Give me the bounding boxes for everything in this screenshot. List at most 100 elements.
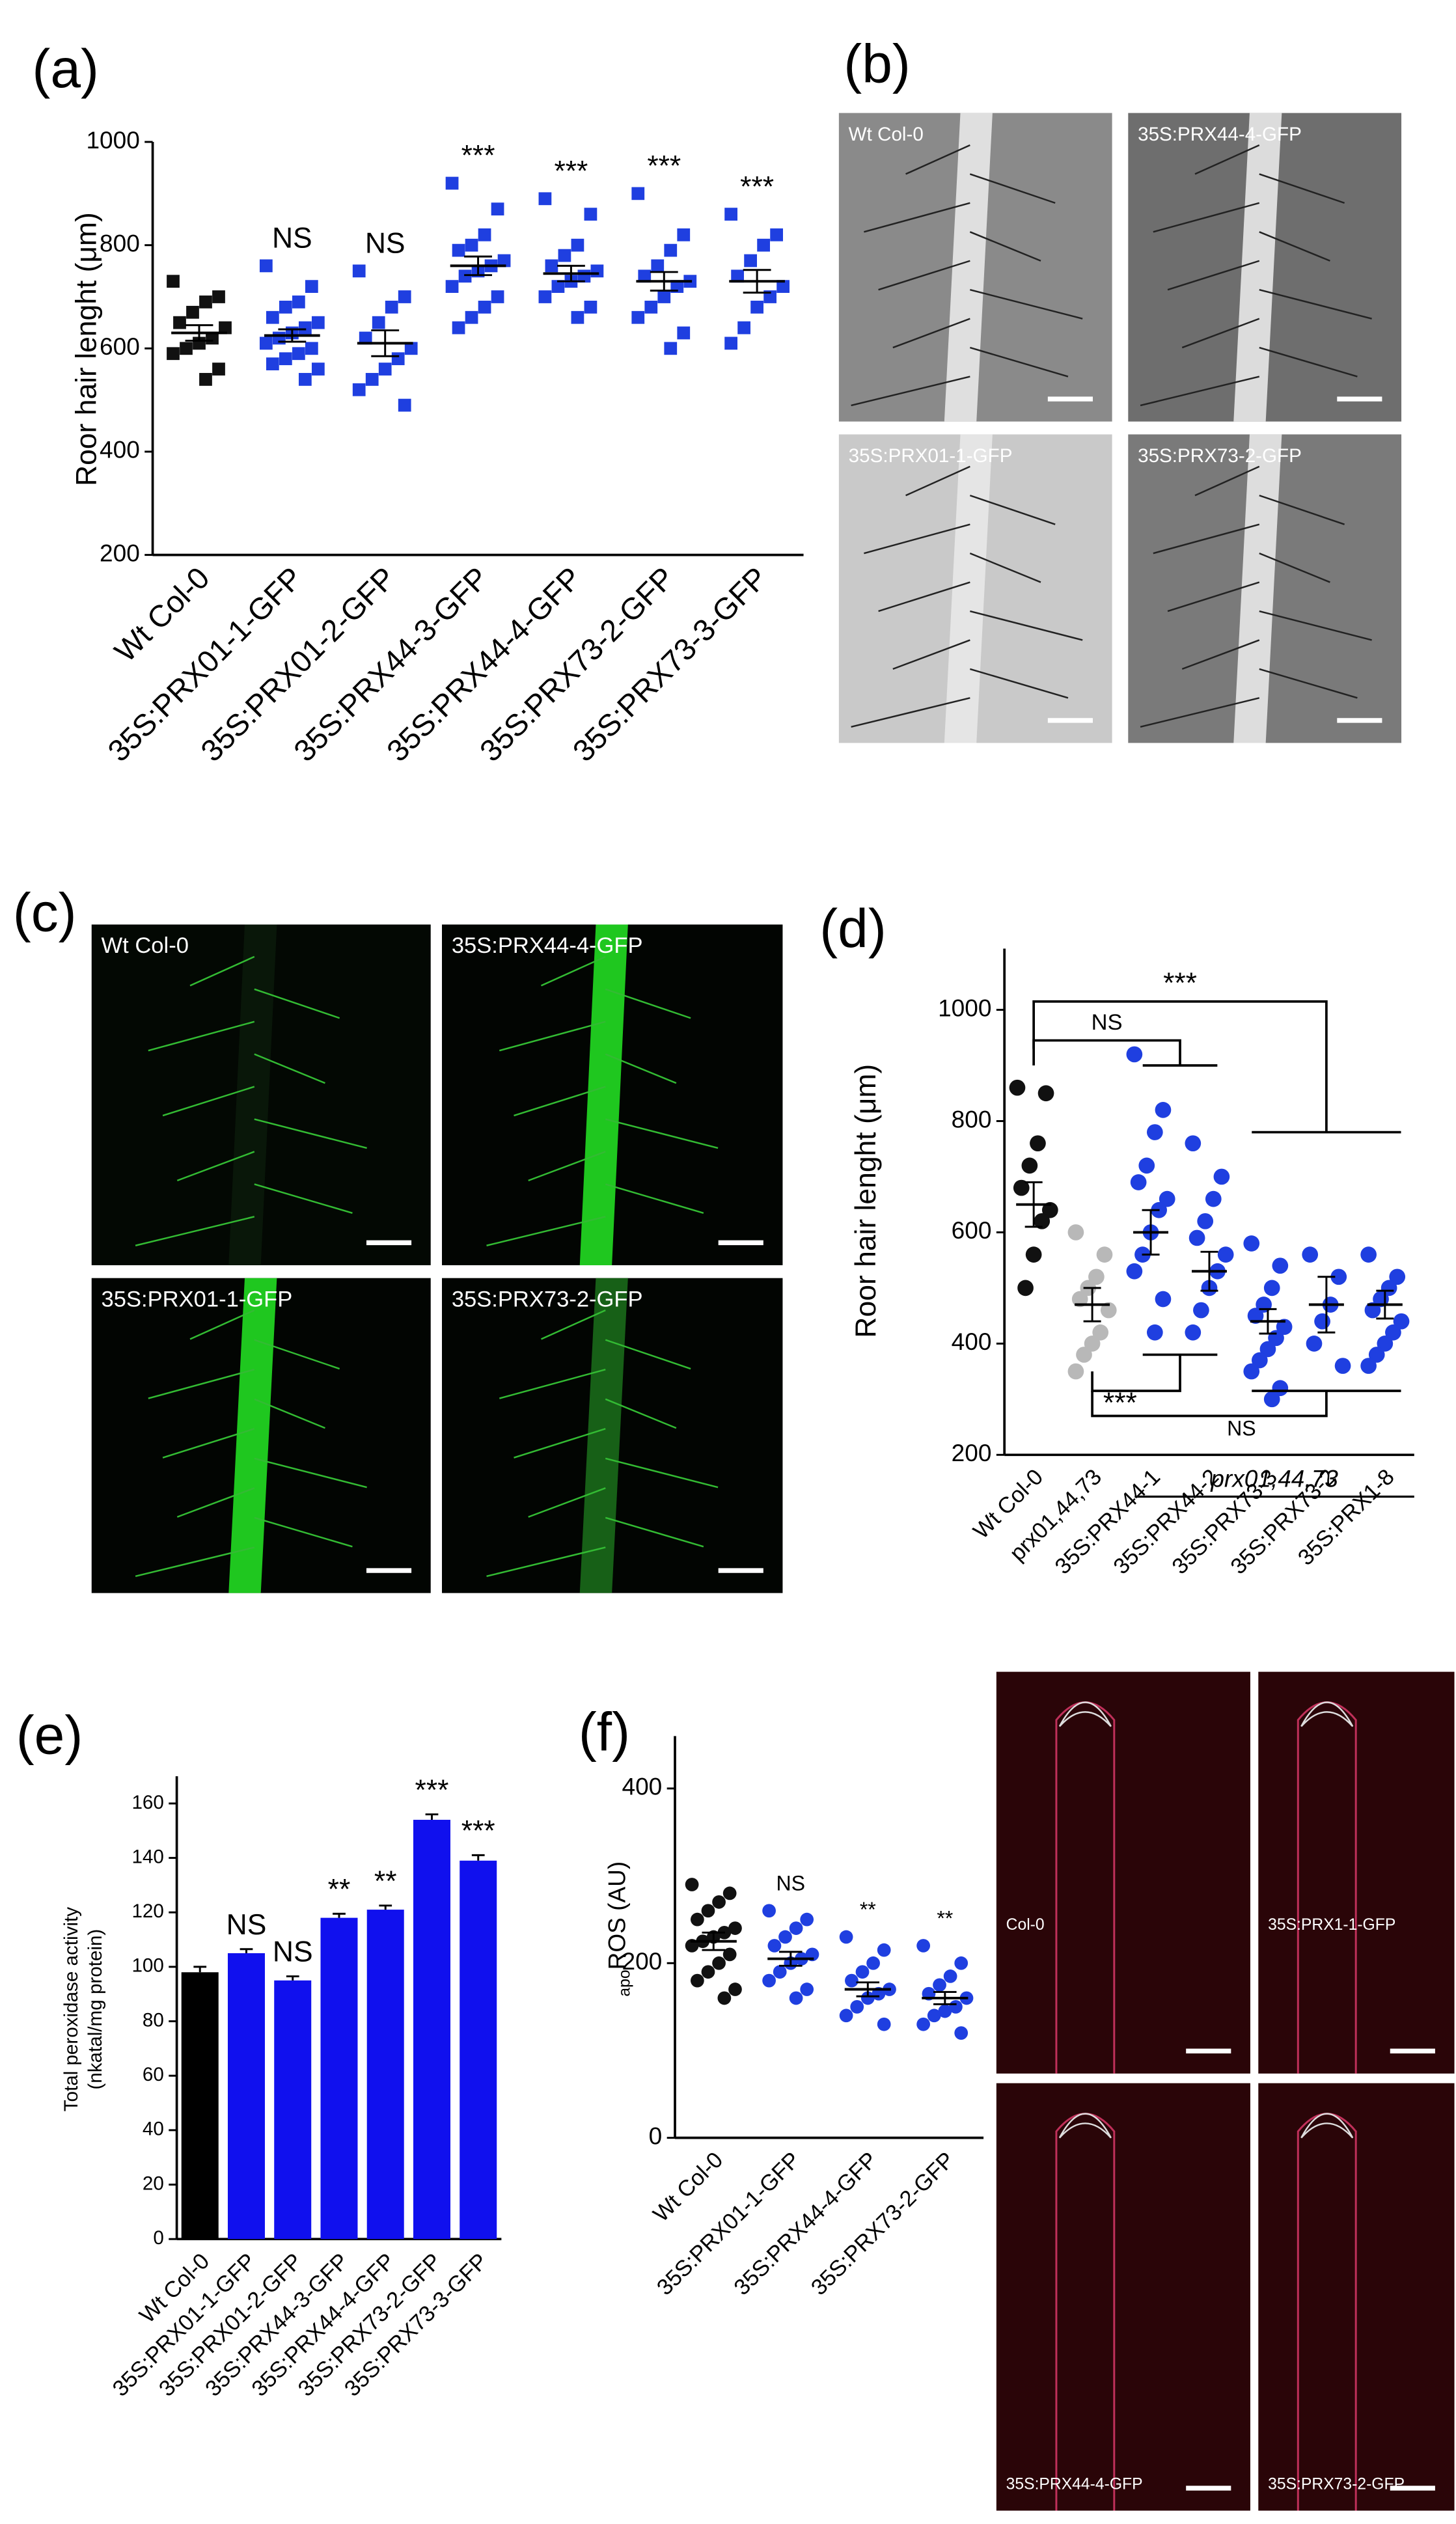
y-axis-label-main: ROS (AU) (603, 1861, 630, 1970)
data-point (398, 290, 411, 303)
y-tick-label: 400 (952, 1328, 992, 1355)
root-hair (176, 1151, 255, 1182)
y-axis-label: Roor hair lenght (μm) (71, 212, 103, 486)
data-point (712, 1956, 726, 1970)
data-point (773, 1965, 787, 1979)
bar (274, 1980, 312, 2240)
data-point (1034, 1213, 1051, 1229)
micrograph (996, 1671, 1250, 2074)
error-bar (333, 1912, 346, 1918)
root-hair (969, 346, 1069, 377)
panel-letter: (c) (13, 881, 77, 942)
data-point (1146, 1324, 1163, 1341)
data-point (352, 264, 366, 278)
root-hair (162, 1086, 255, 1117)
data-point (538, 192, 552, 206)
data-point (1067, 1224, 1084, 1241)
y-axis-label: apoROS (AU) (603, 1861, 633, 1997)
micrograph-label: Wt Col-0 (849, 124, 924, 145)
root-hair (1259, 610, 1372, 641)
data-point (305, 280, 318, 294)
error-bar (779, 1951, 803, 1967)
data-point (305, 342, 318, 355)
root-hair (162, 1428, 255, 1459)
root-hair (878, 260, 970, 291)
data-point (778, 1930, 792, 1944)
panel-letter: (f) (579, 1701, 630, 1763)
data-point (1009, 1079, 1026, 1096)
root-hair (851, 376, 970, 407)
data-point (638, 269, 652, 283)
data-point (199, 295, 212, 309)
data-point (1385, 1324, 1401, 1341)
micrograph-label: 35S:PRX73-2-GFP (452, 1287, 643, 1311)
micrograph-label: 35S:PRX44-4-GFP (452, 933, 643, 958)
root-hair (540, 955, 606, 987)
tip-crescent (1300, 2113, 1354, 2139)
root-hair (969, 231, 1041, 262)
root-hair (254, 1516, 353, 1548)
comparison-label: *** (1163, 967, 1197, 999)
data-point (1096, 1246, 1113, 1263)
data-point (279, 300, 292, 314)
root-hair (499, 1021, 606, 1052)
data-point (298, 321, 312, 335)
y-tick-label: 0 (649, 2122, 663, 2149)
root-hair (1194, 144, 1260, 175)
data-point (789, 1991, 803, 2005)
error-bar (379, 1904, 392, 1910)
root-hair (605, 1398, 677, 1429)
data-point (1213, 1168, 1230, 1185)
y-tick-label: 800 (100, 229, 140, 256)
data-point (1217, 1246, 1234, 1263)
data-point (590, 264, 604, 278)
error-bar (1142, 1209, 1160, 1256)
data-point (839, 2009, 853, 2023)
root-hair (1259, 495, 1345, 525)
y-axis-label-sub: apo (616, 1969, 633, 1996)
data-point (701, 1904, 715, 1918)
data-point (212, 363, 225, 376)
data-point (664, 243, 678, 257)
data-point (1067, 1363, 1084, 1380)
comparison-bracket (1032, 1000, 1401, 1134)
root-hair (905, 144, 970, 175)
data-point (1263, 1391, 1280, 1408)
data-point (722, 1886, 737, 1900)
data-point (866, 1956, 880, 1970)
root-hair (1140, 697, 1260, 728)
tip-crescent (1058, 2113, 1112, 2139)
root-hair (1140, 376, 1260, 407)
error-bar (425, 1813, 439, 1820)
y-tick-label: 400 (622, 1773, 663, 1800)
significance-label: *** (647, 150, 681, 182)
data-point (750, 300, 763, 314)
y-axis-label: Total peroxidase activity (61, 1907, 82, 2112)
data-point (1088, 1269, 1105, 1285)
data-point (644, 300, 658, 314)
root-hair (864, 202, 970, 233)
data-point (954, 1956, 968, 1970)
y-tick-label: 100 (131, 1955, 163, 1977)
data-point (927, 2009, 941, 2023)
data-point (584, 208, 598, 221)
y-tick-label: 800 (952, 1105, 992, 1132)
data-point (1159, 1190, 1175, 1207)
bar (366, 1910, 404, 2240)
data-point (1252, 1352, 1268, 1369)
panel-letter: (a) (32, 38, 99, 99)
significance-label: *** (461, 1815, 495, 1847)
data-point (497, 254, 511, 267)
data-point (744, 254, 757, 267)
micrograph-label: 35S:PRX01-1-GFP (849, 445, 1013, 467)
root-hair (1181, 639, 1260, 670)
data-point (691, 1912, 704, 1927)
root-hair (486, 1546, 606, 1578)
root-hair (605, 988, 691, 1019)
micrograph-label: Col-0 (1006, 1916, 1045, 1934)
data-point (701, 1965, 715, 1979)
data-point (391, 352, 405, 366)
data-point (571, 310, 584, 324)
error-bar (240, 1948, 253, 1954)
micrograph-label: 35S:PRX73-2-GFP (1138, 445, 1302, 467)
